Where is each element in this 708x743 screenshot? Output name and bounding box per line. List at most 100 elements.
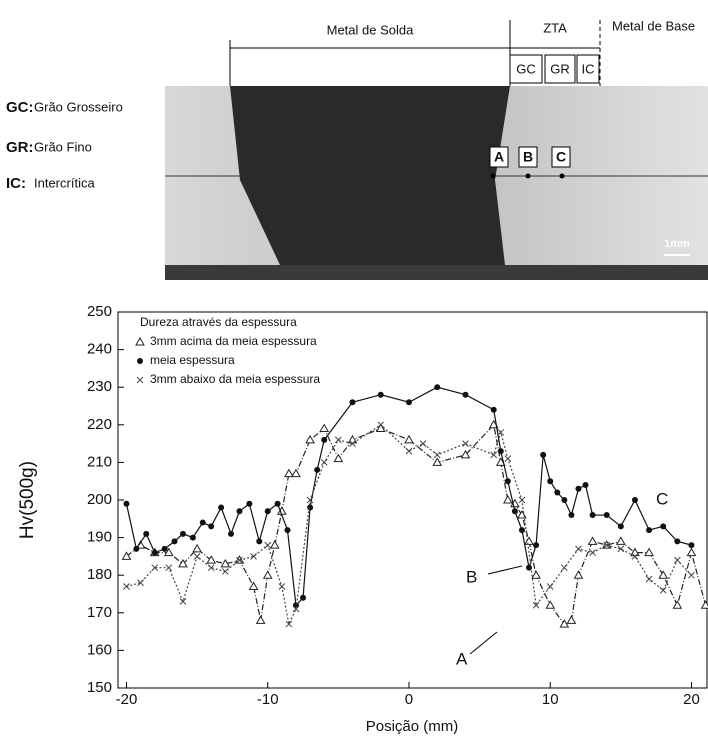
data-point [284, 527, 291, 534]
zone-label: GR [550, 61, 570, 76]
data-point [264, 541, 272, 549]
legend-marker [136, 376, 144, 384]
data-point [405, 447, 413, 455]
x-tick-label: -10 [257, 691, 279, 708]
data-point [617, 545, 625, 553]
y-tick-label: 220 [87, 416, 112, 433]
data-point [305, 434, 315, 444]
data-point [171, 538, 178, 545]
micrograph [165, 20, 708, 280]
data-point [615, 536, 626, 545]
x-tick-label: 0 [405, 691, 413, 708]
legend-label: 3mm abaixo da meia espessura [150, 372, 320, 386]
data-point [151, 549, 158, 556]
point-label: B [523, 149, 533, 165]
data-point [292, 605, 300, 613]
data-point [123, 583, 130, 590]
data-point [531, 570, 541, 579]
legend-marker [137, 358, 143, 364]
legend-label: meia espessura [150, 353, 235, 367]
data-point [434, 384, 441, 391]
data-point [314, 466, 321, 473]
legend-label: 3mm acima da meia espessura [150, 334, 317, 348]
data-point [566, 615, 577, 624]
x-tick-label: 10 [542, 691, 559, 708]
data-point [404, 434, 414, 444]
data-point [589, 549, 596, 556]
data-point [208, 523, 215, 530]
y-tick-label: 230 [87, 378, 112, 395]
zone-label: GC [516, 61, 536, 76]
data-point [432, 457, 443, 466]
data-point [349, 440, 356, 447]
data-point [193, 553, 201, 560]
data-point [256, 538, 263, 545]
data-point [490, 406, 497, 413]
data-point [218, 504, 225, 511]
legend-marker [135, 336, 145, 346]
y-axis-label: Hv(500g) [17, 461, 38, 539]
data-point [236, 556, 243, 564]
point-label: A [494, 149, 504, 165]
data-point [320, 459, 328, 466]
data-point [192, 543, 202, 553]
data-point [349, 399, 356, 406]
data-point [307, 504, 314, 511]
data-point [163, 547, 174, 557]
data-point [377, 391, 384, 398]
series-line [125, 386, 692, 607]
key-code: IC: [6, 175, 26, 192]
annotation-arrow [487, 565, 523, 575]
data-point [660, 523, 667, 530]
y-tick-label: 160 [87, 641, 112, 658]
region-label: ZTA [543, 20, 567, 35]
data-point [133, 545, 140, 552]
data-point [269, 540, 280, 549]
y-tick-label: 210 [87, 453, 112, 470]
annotation: B [466, 567, 477, 586]
data-point [575, 485, 582, 492]
data-point [264, 508, 271, 515]
data-point [603, 541, 611, 549]
data-point [533, 542, 540, 549]
data-point [236, 508, 243, 515]
data-point [291, 468, 301, 478]
y-tick-label: 180 [87, 566, 112, 583]
y-tick-label: 250 [87, 303, 112, 320]
key-text: Grão Fino [34, 139, 92, 154]
data-point [504, 455, 512, 462]
data-point [502, 494, 513, 504]
data-point [285, 620, 293, 628]
data-point [151, 564, 159, 572]
data-point [659, 586, 667, 594]
data-point [178, 558, 188, 568]
data-point [274, 500, 281, 507]
data-point [518, 527, 525, 534]
data-point [319, 423, 330, 433]
data-point [631, 553, 639, 560]
data-point [462, 391, 469, 398]
plot-frame [117, 311, 708, 689]
data-point [645, 575, 653, 583]
y-tick-label: 150 [87, 679, 112, 696]
x-axis-label: Posição (mm) [366, 718, 459, 735]
data-point [573, 570, 584, 579]
region-label: Metal de Base [612, 18, 695, 33]
data-point [644, 547, 654, 557]
x-tick-label: 20 [683, 691, 700, 708]
data-point [179, 530, 186, 537]
data-point [532, 601, 540, 609]
data-point [511, 508, 518, 515]
y-tick-label: 200 [87, 491, 112, 508]
data-point [262, 570, 273, 579]
legend-title: Dureza através da espessura [140, 315, 297, 329]
data-point [248, 581, 259, 590]
data-point [377, 421, 385, 429]
data-point [587, 536, 598, 545]
key-code: GR: [6, 139, 34, 156]
data-point [433, 451, 441, 459]
data-point [589, 512, 596, 519]
data-point [306, 496, 314, 504]
data-point [179, 598, 187, 605]
